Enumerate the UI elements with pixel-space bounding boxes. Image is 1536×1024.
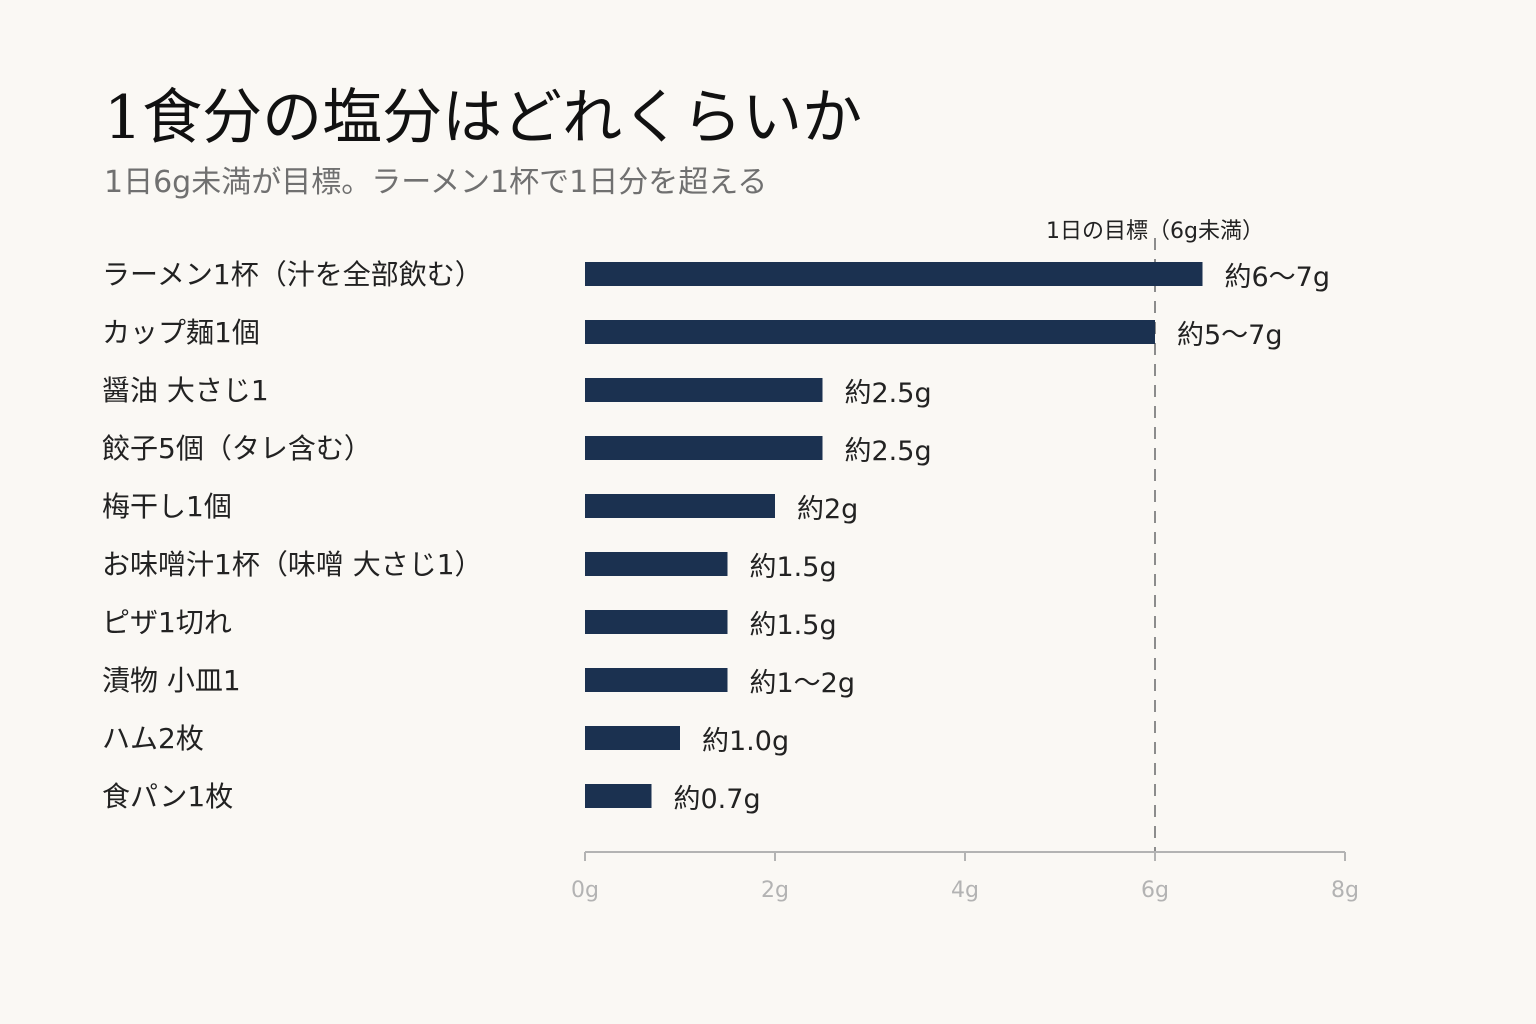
x-tick-label: 0g: [571, 878, 599, 903]
x-tick-label: 2g: [761, 878, 789, 903]
value-label: 約1.0g: [702, 726, 789, 757]
value-label: 約5〜7g: [1177, 320, 1283, 351]
x-tick-label: 4g: [951, 878, 979, 903]
value-label: 約1〜2g: [750, 668, 856, 699]
value-label: 約1.5g: [750, 552, 837, 583]
bar: [585, 784, 652, 808]
category-label: 餃子5個（タレ含む）: [102, 432, 372, 465]
value-label: 約2.5g: [845, 436, 932, 467]
category-label: ラーメン1杯（汁を全部飲む）: [102, 258, 483, 291]
value-label: 約2g: [797, 494, 858, 525]
bar: [585, 320, 1155, 344]
value-label: 約6〜7g: [1225, 262, 1331, 293]
reference-line-label: 1日の目標（6g未満）: [1046, 219, 1264, 244]
bar: [585, 494, 775, 518]
x-tick-label: 6g: [1141, 878, 1169, 903]
bar: [585, 378, 823, 402]
category-label: 食パン1枚: [102, 780, 233, 813]
bar: [585, 726, 680, 750]
value-label: 約2.5g: [845, 378, 932, 409]
value-label: 約0.7g: [674, 784, 761, 815]
category-label: 醤油 大さじ1: [102, 374, 269, 407]
category-label: 梅干し1個: [102, 490, 232, 523]
x-tick-label: 8g: [1331, 878, 1359, 903]
category-label: カップ麺1個: [102, 316, 260, 349]
category-label: ピザ1切れ: [102, 606, 232, 639]
category-label: 漬物 小皿1: [102, 664, 241, 697]
bar: [585, 668, 728, 692]
bar: [585, 262, 1203, 286]
category-label: ハム2枚: [102, 722, 204, 755]
category-label: お味噌汁1杯（味噌 大さじ1）: [102, 548, 483, 581]
bar: [585, 610, 728, 634]
chart-subtitle: 1日6g未満が目標。ラーメン1杯で1日分を超える: [104, 165, 768, 200]
chart-title: 1食分の塩分はどれくらいか: [104, 83, 863, 153]
value-label: 約1.5g: [750, 610, 837, 641]
bar: [585, 436, 823, 460]
bar: [585, 552, 728, 576]
